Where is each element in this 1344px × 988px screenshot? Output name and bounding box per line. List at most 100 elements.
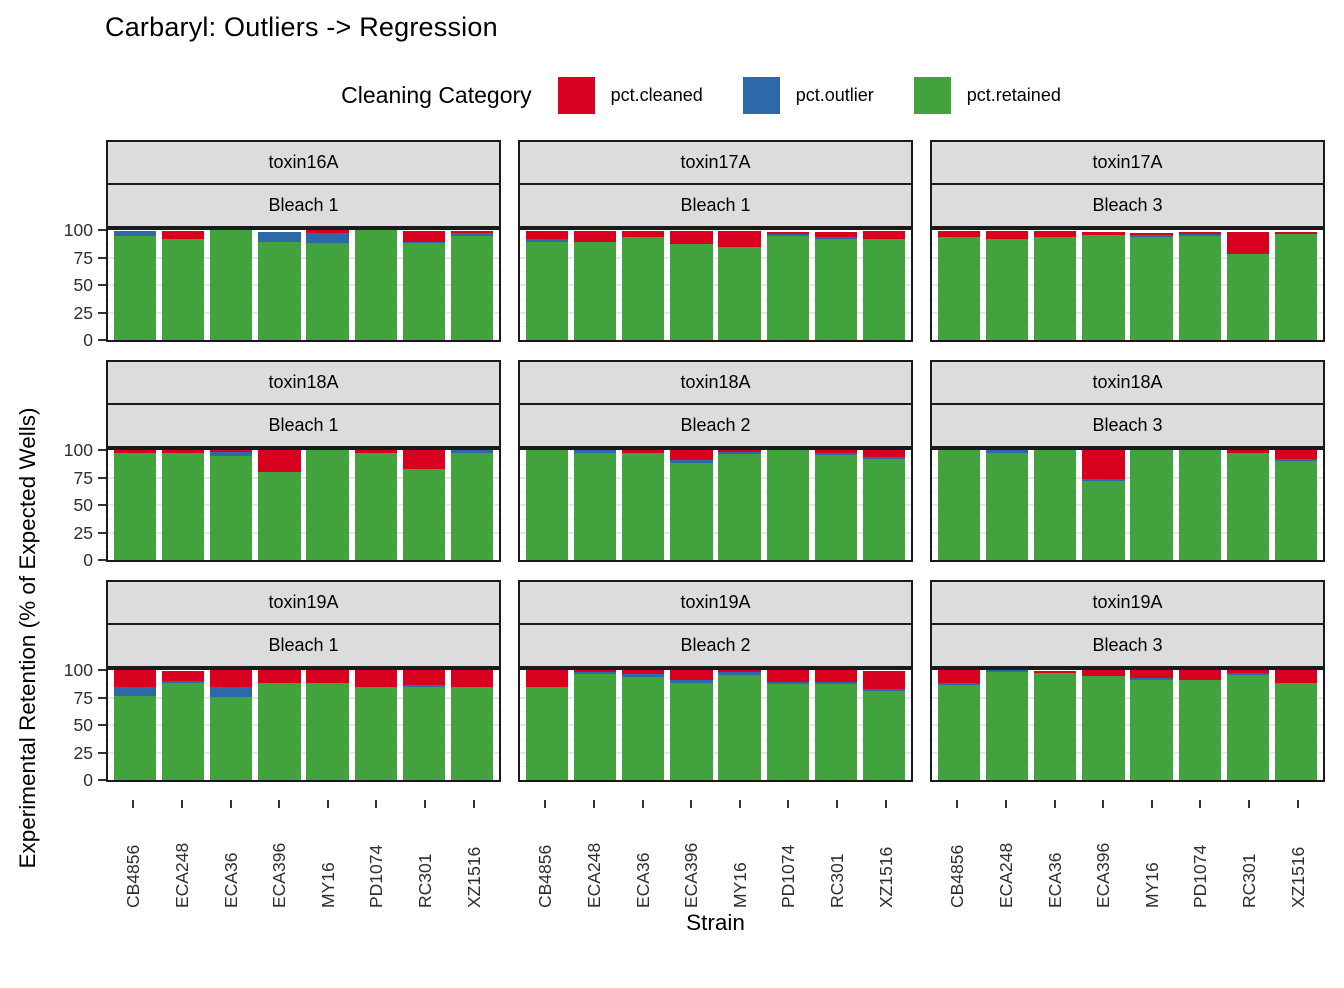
- segment-pct.retained: [766, 236, 809, 340]
- stacked-bar-cb4856: [113, 230, 157, 340]
- x-label-slot: CB4856: [521, 800, 570, 908]
- segment-pct.retained: [258, 682, 301, 780]
- facet-strip-toxin: toxin16A: [106, 140, 501, 185]
- legend-label-cleaned: pct.cleaned: [610, 84, 703, 105]
- segment-pct.retained: [574, 242, 617, 340]
- x-tick-label: MY16: [729, 862, 750, 908]
- segment-pct.cleaned: [1082, 450, 1125, 480]
- stacked-bar-xz1516: [450, 230, 494, 340]
- gridline: [520, 531, 911, 534]
- bar-slot-xz1516: [448, 450, 496, 560]
- bar-slot-my16: [1128, 450, 1176, 560]
- x-tick-mark: [884, 800, 887, 808]
- bar-slot-rc301: [1224, 230, 1272, 340]
- gridline: [932, 271, 1323, 273]
- x-tick-label: RC301: [827, 853, 848, 908]
- facet-panel: toxin18A Bleach 2: [518, 360, 913, 562]
- gridline: [520, 243, 911, 245]
- facet-panel: toxin19A Bleach 3: [930, 580, 1325, 782]
- bar-slot-my16: [716, 670, 764, 780]
- segment-pct.cleaned: [622, 230, 665, 237]
- bar-slot-eca396: [255, 230, 303, 340]
- x-tick-label: XZ1516: [463, 846, 484, 908]
- segment-pct.retained: [862, 459, 906, 560]
- bar-slot-cb4856: [523, 670, 571, 780]
- segment-pct.retained: [766, 683, 809, 780]
- x-axis-labels-panel: CB4856 ECA248 ECA36 ECA396 MY16 PD1074 RC301 XZ…: [518, 800, 913, 908]
- bar-slot-xz1516: [448, 670, 496, 780]
- y-tick-mark: [98, 311, 106, 314]
- y-tick-mark: [98, 779, 106, 781]
- x-tick-label: CB4856: [123, 844, 144, 908]
- stacked-bar-rc301: [402, 230, 445, 340]
- facet-strip-bleach: Bleach 2: [518, 403, 913, 448]
- bar-slot-eca36: [207, 230, 255, 340]
- stacked-bar-xz1516: [862, 231, 906, 340]
- bar-slot-my16: [716, 450, 764, 560]
- stacked-bar-pd1074: [1178, 670, 1221, 780]
- segment-pct.cleaned: [862, 450, 906, 458]
- stacked-bar-eca396: [1082, 670, 1125, 780]
- y-tick-label: 0: [83, 770, 93, 790]
- segment-pct.outlier: [718, 672, 761, 675]
- gridline: [520, 751, 911, 754]
- segment-pct.cleaned: [574, 670, 617, 673]
- bar-slot-xz1516: [860, 670, 908, 780]
- segment-pct.cleaned: [622, 670, 665, 674]
- stacked-bar-eca248: [162, 670, 205, 780]
- y-tick-mark: [98, 559, 106, 561]
- legend: Cleaning Category pct.cleaned pct.outlie…: [8, 74, 1334, 116]
- gridline: [932, 311, 1323, 314]
- x-tick-mark: [956, 800, 959, 808]
- gridline: [108, 766, 499, 768]
- x-label-slot: PD1074: [764, 800, 813, 908]
- segment-pct.retained: [574, 453, 617, 560]
- facet-grid: 0 25 50 75 100 toxin16A Bleach 1 toxin17A Bleach…: [44, 140, 1325, 908]
- bar-slot-pd1074: [764, 450, 812, 560]
- x-label-slot: ECA396: [255, 800, 304, 908]
- segment-pct.outlier: [670, 680, 713, 683]
- x-label-slot: RC301: [813, 800, 862, 908]
- stacked-bar-eca396: [670, 670, 713, 780]
- x-tick-mark: [132, 800, 135, 808]
- segment-pct.retained: [113, 235, 157, 340]
- segment-pct.cleaned: [258, 450, 301, 472]
- facet-strip-bleach: Bleach 1: [518, 183, 913, 228]
- segment-pct.retained: [525, 242, 569, 340]
- stacked-bar-rc301: [402, 670, 445, 780]
- stacked-bar-my16: [718, 230, 761, 340]
- facet-panel: toxin17A Bleach 1: [518, 140, 913, 342]
- segment-pct.cleaned: [1130, 670, 1173, 679]
- x-label-slot: MY16: [716, 800, 765, 908]
- segment-pct.cleaned: [525, 670, 569, 688]
- y-tick-label: 100: [63, 440, 93, 460]
- segment-pct.outlier: [1130, 678, 1173, 681]
- bars-container: [932, 230, 1323, 340]
- bar-slot-pd1074: [352, 230, 400, 340]
- bar-slot-eca248: [571, 450, 619, 560]
- stacked-bar-eca36: [210, 230, 253, 340]
- gridline: [520, 326, 911, 328]
- gridline: [520, 518, 911, 520]
- y-tick-mark: [98, 476, 106, 479]
- gridline: [520, 738, 911, 740]
- bar-slot-eca36: [619, 230, 667, 340]
- x-tick-mark: [1296, 800, 1299, 808]
- legend-title: Cleaning Category: [341, 81, 532, 108]
- gridline: [108, 738, 499, 740]
- segment-pct.retained: [622, 452, 665, 560]
- facet-panel: toxin19A Bleach 1: [106, 580, 501, 782]
- segment-pct.retained: [670, 462, 713, 560]
- x-tick-label: ECA36: [220, 852, 241, 908]
- y-tick-mark: [98, 696, 106, 699]
- bar-slot-xz1516: [448, 230, 496, 340]
- segment-pct.retained: [986, 453, 1029, 560]
- y-tick-label: 25: [73, 742, 93, 763]
- segment-pct.cleaned: [402, 670, 445, 685]
- bar-slot-rc301: [1224, 670, 1272, 780]
- bar-slot-my16: [1128, 670, 1176, 780]
- segment-pct.cleaned: [574, 230, 617, 243]
- y-tick-mark: [98, 339, 106, 341]
- segment-pct.retained: [306, 242, 349, 340]
- x-axis-spacer: [44, 800, 106, 908]
